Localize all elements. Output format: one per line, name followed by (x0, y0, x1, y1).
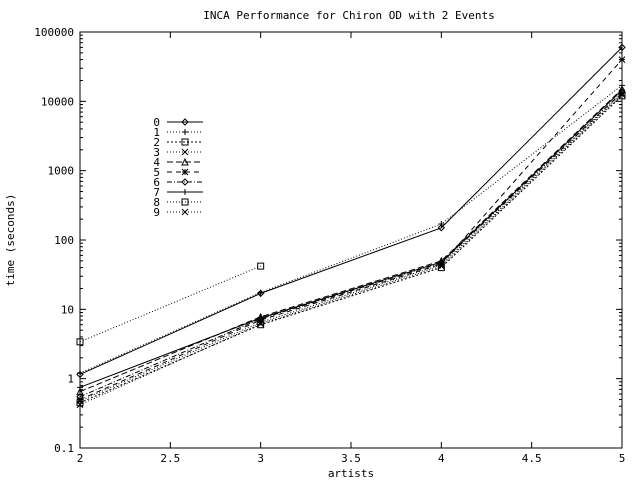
chart-title: INCA Performance for Chiron OD with 2 Ev… (203, 9, 494, 22)
series-line (79, 95, 623, 404)
legend-marker (181, 178, 189, 186)
y-tick-label: 1 (67, 373, 74, 386)
y-tick-label: 100 (54, 234, 74, 247)
legend-marker (181, 118, 189, 126)
y-axis-label: time (seconds) (4, 194, 17, 287)
series-line (79, 84, 623, 374)
legend-label: 4 (153, 156, 160, 169)
x-axis: 2 2.5 3 3.5 4 4.5 5 (77, 32, 626, 465)
y-tick-label: 0.1 (54, 442, 74, 455)
legend-item: 8 (153, 196, 203, 209)
legend-item: 7 (153, 186, 203, 199)
legend-item: 6 (153, 176, 203, 189)
legend-marker (181, 148, 189, 156)
series-layer (76, 43, 626, 409)
x-tick-label: 3 (257, 452, 264, 465)
data-point (437, 261, 445, 269)
series-line (79, 94, 623, 406)
data-point (76, 397, 84, 405)
data-point (437, 224, 446, 232)
y-tick-label: 1000 (48, 165, 75, 178)
data-point (618, 56, 626, 63)
legend-label: 9 (153, 206, 160, 219)
x-tick-label: 3.5 (341, 452, 361, 465)
legend-item: 1 (153, 126, 203, 139)
legend-item: 9 (153, 206, 203, 219)
legend-label: 3 (153, 146, 160, 159)
data-point (618, 90, 626, 97)
legend-item: 2 (153, 136, 203, 149)
legend-marker (181, 208, 189, 216)
legend-marker (181, 168, 189, 176)
data-point (76, 338, 84, 346)
data-point (76, 387, 84, 396)
data-point (618, 43, 626, 52)
series-7 (77, 87, 625, 391)
series-9 (76, 90, 626, 405)
legend-label: 7 (153, 186, 160, 199)
x-tick-label: 4 (438, 452, 445, 465)
legend-marker (182, 129, 188, 135)
x-tick-label: 5 (619, 452, 626, 465)
legend-label: 1 (153, 126, 160, 139)
series-line (79, 93, 623, 402)
series-8 (76, 262, 265, 346)
x-tick-label: 4.5 (522, 452, 542, 465)
data-point (76, 392, 84, 401)
legend-item: 3 (153, 146, 203, 159)
data-point (257, 262, 265, 270)
data-point (257, 314, 264, 321)
legend-label: 0 (153, 116, 160, 129)
y-tick-label: 10000 (41, 95, 74, 108)
legend-marker (182, 189, 188, 195)
series-5 (76, 56, 626, 403)
series-line (79, 47, 623, 375)
legend-label: 8 (153, 196, 160, 209)
x-tick-label: 2 (77, 452, 84, 465)
series-line (79, 59, 623, 400)
data-point (77, 370, 83, 377)
y-tick-label: 100000 (34, 26, 74, 39)
legend-item: 4 (153, 156, 203, 169)
legend-marker (181, 157, 189, 166)
data-point (438, 221, 445, 228)
legend-label: 6 (153, 176, 160, 189)
y-tick-label: 10 (61, 303, 74, 316)
plot-frame (79, 31, 623, 449)
legend-label: 5 (153, 166, 160, 179)
series-line (79, 91, 623, 398)
data-point (619, 87, 625, 94)
legend-item: 5 (153, 166, 203, 179)
data-point (257, 318, 265, 326)
legend-item: 0 (153, 116, 203, 129)
x-axis-label: artists (328, 467, 374, 480)
legend-label: 2 (153, 136, 160, 149)
series-line (79, 88, 623, 393)
x-tick-label: 2.5 (160, 452, 180, 465)
legend-marker (181, 138, 189, 146)
data-point (77, 384, 83, 391)
legend-marker (181, 198, 189, 206)
series-line (79, 89, 623, 388)
data-point (257, 289, 264, 296)
